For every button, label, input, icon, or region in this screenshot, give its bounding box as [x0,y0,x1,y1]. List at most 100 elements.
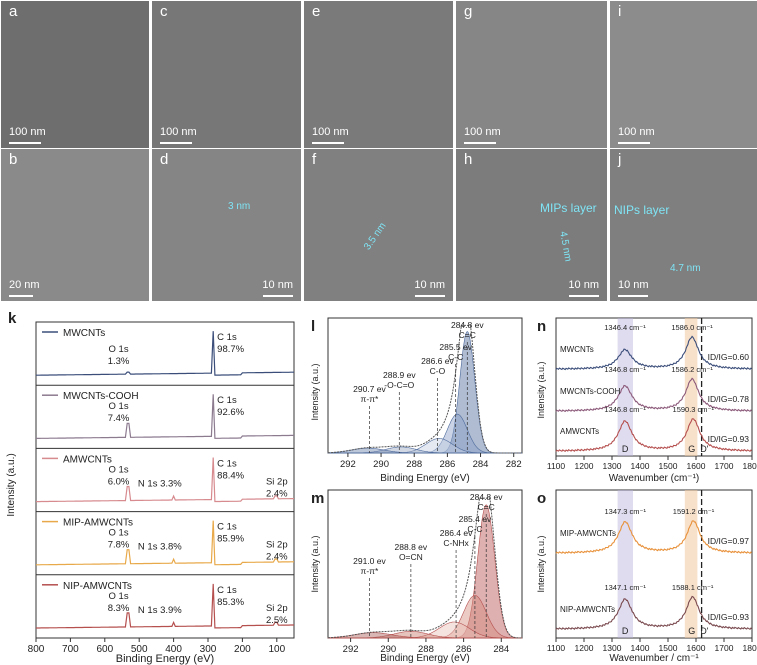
k-spectrum-line [36,520,294,566]
raman-xtick-label: 1200 [575,461,594,471]
k-c1s-pct: 85.3% [217,597,244,608]
scale-bar-h [569,295,599,297]
raman-xtick-label: 1700 [715,643,734,653]
scale-text-b: 20 nm [9,279,40,291]
panel-label-a: a [9,3,18,20]
raman-xtick-label: 1100 [547,461,566,471]
c1s-peak-bond: π-π* [360,566,379,576]
panel-label-j: j [618,151,622,168]
raman-spectrum-line [555,520,752,555]
raman-d-position: 1346.8 cm⁻¹ [604,365,646,374]
c1s-peak-bond: O=CN [399,552,423,562]
k-ylabel: Intensity (a.u.) [6,453,17,516]
k-n1s-label: N 1s 3.8% [138,542,182,553]
panel-label-h: h [464,151,473,168]
c1s-xtick-label: 288 [406,459,422,470]
l-xlabel: Binding Energy (eV) [380,473,470,484]
c1s-xtick-label: 286 [456,644,472,655]
tem-image-i: i 100 nm [609,0,757,149]
scale-text-e: 100 nm [312,126,349,138]
c1s-xtick-label: 292 [343,644,359,655]
k-xtick-label: 200 [234,644,251,655]
scale-text-c: 100 nm [160,126,197,138]
k-spectrum-line [36,331,294,376]
c1s-peak-bond: C=C [459,330,476,340]
k-spectrum-line [36,583,294,629]
c1s-xtick-label: 286 [439,459,455,470]
raman-xtick-label: 1200 [575,643,594,653]
k-c1s-label: C 1s [217,522,237,533]
raman-series-name: MWCNTs [560,345,594,354]
raman-d-position: 1346.4 cm⁻¹ [604,323,646,332]
k-legend-text: NIP-AMWCNTs [63,581,132,592]
k-n1s-label: N 1s 3.3% [138,478,182,489]
tem-image-j: j NIPs layer 4.7 nm 10 nm [609,148,757,302]
k-legend-text: MIP-AMWCNTs [63,518,133,529]
raman-d-label: D [622,444,629,454]
raman-ratio: ID/IG=0.97 [708,536,750,546]
k-c1s-pct: 92.6% [217,407,244,418]
annotation-h-layer: MIPs layer [540,201,597,215]
n-ylabel: Intensity (a.u.) [536,361,546,418]
k-c1s-pct: 88.4% [217,470,244,481]
tem-image-d: d 3 nm 10 nm [151,148,302,302]
k-o1s-pct: 7.4% [108,413,130,424]
k-o1s-label: O 1s [109,344,129,355]
raman-xtick-label: 1100 [547,643,566,653]
scale-bar-c [160,142,192,144]
tem-image-e: e 100 nm [303,0,454,149]
k-o1s-label: O 1s [109,401,129,412]
c1s-envelope [328,497,522,639]
c1s-peak-energy: 286.4 ev [440,528,473,538]
k-c1s-pct: 85.9% [217,534,244,545]
raman-series-name: MWCNTs-COOH [560,387,621,396]
panel-o-chart: Intensity (a.u.) MIP-AMWCNTs 1347.3 cm⁻¹ 1… [536,489,757,664]
raman-spectrum-line [555,377,752,413]
k-xlabel: Binding Energy (eV) [116,653,214,665]
annotation-h-thickness: 4.5 nm [557,230,574,263]
raman-d-position: 1346.8 cm⁻¹ [604,405,646,414]
raman-xtick-label: 1700 [715,461,734,471]
c1s-peak-energy: 284.8 ev [470,492,503,502]
panel-label-o: o [537,490,547,507]
k-xtick-label: 300 [200,644,217,655]
raman-series-name: MIP-AMWCNTs [560,529,616,538]
l-ylabel: Intensity (a.u.) [310,363,320,420]
c1s-peak-bond: π-π* [361,394,380,404]
c1s-xtick-label: 282 [506,459,522,470]
scale-text-j: 10 nm [618,279,649,291]
k-si-pct: 2.5% [266,615,288,626]
raman-spectrum-line [555,418,752,453]
k-o1s-label: O 1s [109,528,129,539]
k-o1s-pct: 8.3% [108,603,130,614]
m-xlabel: Binding Energy (eV) [380,653,470,664]
k-si-label: Si 2p [266,476,288,487]
scale-bar-i [618,142,650,144]
c1s-peak-energy: 285.5 ev [439,342,472,352]
panel-label-c: c [160,3,168,20]
raman-ratio: ID/IG=0.93 [708,612,750,622]
k-xtick-label: 500 [131,644,148,655]
c1s-xtick-label: 288 [418,644,434,655]
raman-spectrum-line [555,595,752,631]
scale-text-f: 10 nm [414,279,445,291]
raman-d-position: 1347.3 cm⁻¹ [605,507,647,516]
n-xlabel: Wavenumber (cm⁻¹) [609,473,699,484]
scale-text-a: 100 nm [9,126,46,138]
panel-label-l: l [311,318,316,335]
c1s-peak-energy: 286.6 ev [421,356,454,366]
k-c1s-label: C 1s [217,585,237,596]
k-si-label: Si 2p [266,540,288,551]
scale-bar-j [618,295,648,297]
k-si-pct: 2.4% [266,488,288,499]
raman-g-label: G [688,444,695,454]
raman-xtick-label: 1300 [603,643,622,653]
tem-image-g: g 100 nm [455,0,608,149]
k-si-label: Si 2p [266,603,288,614]
k-c1s-label: C 1s [217,458,237,469]
o-ylabel: Intensity (a.u.) [536,535,546,592]
tem-image-f: f 3.5 nm 10 nm [303,148,454,302]
c1s-peak-energy: 285.4 ev [459,514,492,524]
annotation-j-layer: NIPs layer [614,203,670,217]
